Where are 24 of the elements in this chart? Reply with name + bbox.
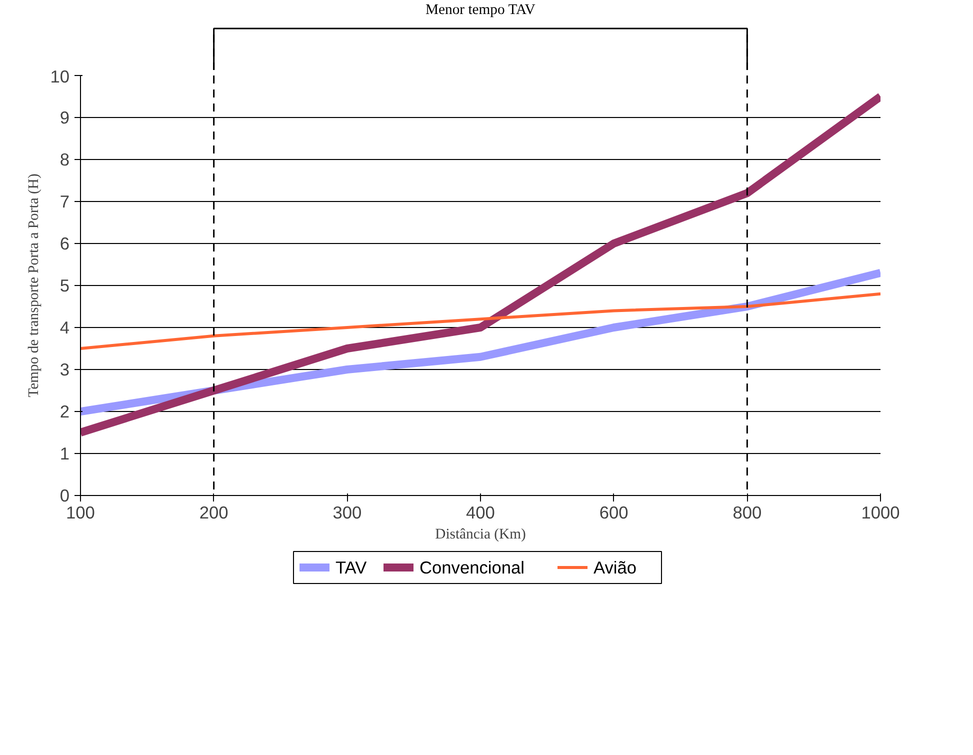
legend-label: Avião: [594, 558, 637, 578]
y-axis-title: Tempo de transporte Porta a Porta (H): [26, 174, 42, 398]
y-tick-label: 3: [60, 360, 70, 380]
legend-label: Convencional: [420, 558, 525, 578]
x-tick-label: 1000: [861, 502, 900, 522]
legend-label: TAV: [336, 558, 368, 578]
y-tick-label: 2: [60, 402, 70, 422]
text: Menor tempo TAV: [425, 2, 536, 18]
y-tick-label: 7: [60, 192, 70, 212]
y-tick-label: 1: [60, 444, 70, 464]
x-tick-label: 100: [66, 502, 95, 522]
x-tick-label: 400: [466, 502, 495, 522]
x-tick-label: 300: [332, 502, 362, 522]
y-tick-label: 6: [60, 234, 70, 254]
x-tick-label: 600: [599, 502, 628, 522]
y-tick-label: 5: [60, 276, 70, 296]
y-tick-label: 0: [60, 486, 70, 506]
y-tick-label: 8: [60, 150, 70, 170]
y-tick-label: 9: [60, 108, 70, 128]
x-tick-label: 200: [199, 502, 228, 522]
y-tick-label: 4: [60, 318, 70, 338]
y-tick-label: 10: [50, 66, 70, 86]
x-axis-title: Distância (Km): [435, 526, 526, 542]
x-tick-label: 800: [732, 502, 762, 522]
